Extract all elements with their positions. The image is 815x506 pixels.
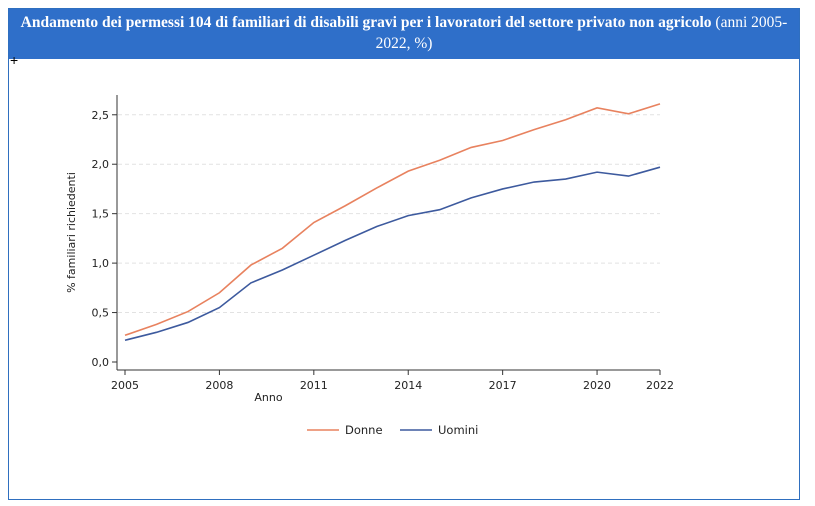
x-tick-label: 2014 xyxy=(394,379,422,392)
x-tick-label: 2011 xyxy=(300,379,328,392)
y-tick-label: 1,5 xyxy=(92,208,110,221)
x-tick-label: 2005 xyxy=(111,379,139,392)
y-tick-label: 2,5 xyxy=(92,109,110,122)
y-axis-label: % familiari richiedenti xyxy=(65,172,78,293)
x-tick-label: 2017 xyxy=(489,379,517,392)
x-tick-label: 2020 xyxy=(583,379,611,392)
figure-frame: Andamento dei permessi 104 di familiari … xyxy=(8,8,800,500)
chart-title-suffix: (anni 2005-2022, %) xyxy=(375,14,788,52)
y-tick-label: 1,0 xyxy=(92,257,110,270)
x-tick-label: 2008 xyxy=(205,379,233,392)
y-tick-label: 0,0 xyxy=(92,356,110,369)
series-line-donne xyxy=(124,103,661,337)
x-tick-label: 2022 xyxy=(646,379,674,392)
chart-title: Andamento dei permessi 104 di familiari … xyxy=(20,14,712,31)
series-line-uomini xyxy=(124,166,661,342)
y-tick-label: 2,0 xyxy=(92,158,110,171)
legend-label-uomini: Uomini xyxy=(438,423,478,437)
x-axis-label: Anno xyxy=(254,391,282,404)
legend-label-donne: Donne xyxy=(345,423,383,437)
expand-icon[interactable]: + xyxy=(10,52,19,68)
y-tick-label: 0,5 xyxy=(92,307,110,320)
chart-title-bar: Andamento dei permessi 104 di familiari … xyxy=(9,9,799,59)
